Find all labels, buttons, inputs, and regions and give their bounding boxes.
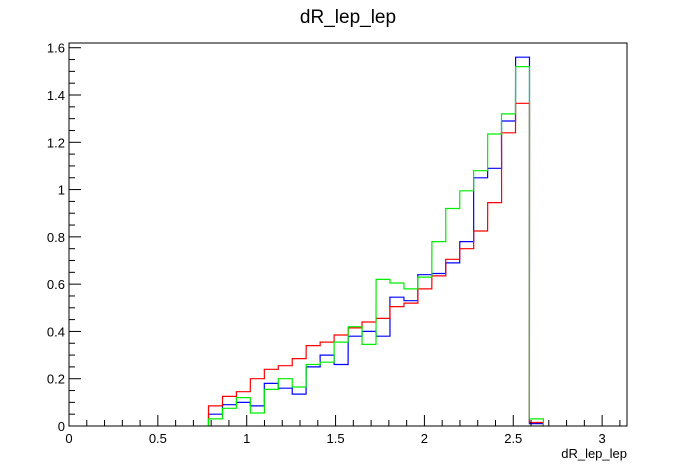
series-3-line	[207, 66, 544, 426]
y-tick-label: 1	[58, 183, 65, 198]
x-tick-label: 2.5	[504, 431, 522, 446]
y-tick-label: 0.6	[47, 277, 65, 292]
plot-frame	[68, 42, 628, 427]
y-tick-label: 1.4	[47, 88, 65, 103]
y-axis: 0 0.2 0.4 0.6 0.8 1 1.2 1.4 1.6	[47, 41, 81, 434]
y-tick-label: 0.4	[47, 324, 65, 339]
x-axis-label: dR_lep_lep	[561, 446, 627, 461]
series-2-line	[207, 102, 544, 426]
x-tick-label: 1	[243, 431, 250, 446]
y-tick-label: 1.6	[47, 41, 65, 56]
series-layer	[207, 56, 544, 426]
x-tick-label: 0	[65, 431, 72, 446]
x-tick-label: 1.5	[327, 431, 345, 446]
chart-title: dR_lep_lep	[300, 7, 396, 28]
y-tick-label: 1.2	[47, 135, 65, 150]
series-1-line	[207, 56, 544, 426]
x-tick-label: 0.5	[149, 431, 167, 446]
x-tick-label: 3	[599, 431, 606, 446]
x-tick-label: 2	[421, 431, 428, 446]
y-tick-label: 0.2	[47, 372, 65, 387]
y-tick-label: 0	[58, 419, 65, 434]
x-axis: 0 0.5 1 1.5 2 2.5 3	[65, 415, 621, 446]
y-tick-label: 0.8	[47, 230, 65, 245]
